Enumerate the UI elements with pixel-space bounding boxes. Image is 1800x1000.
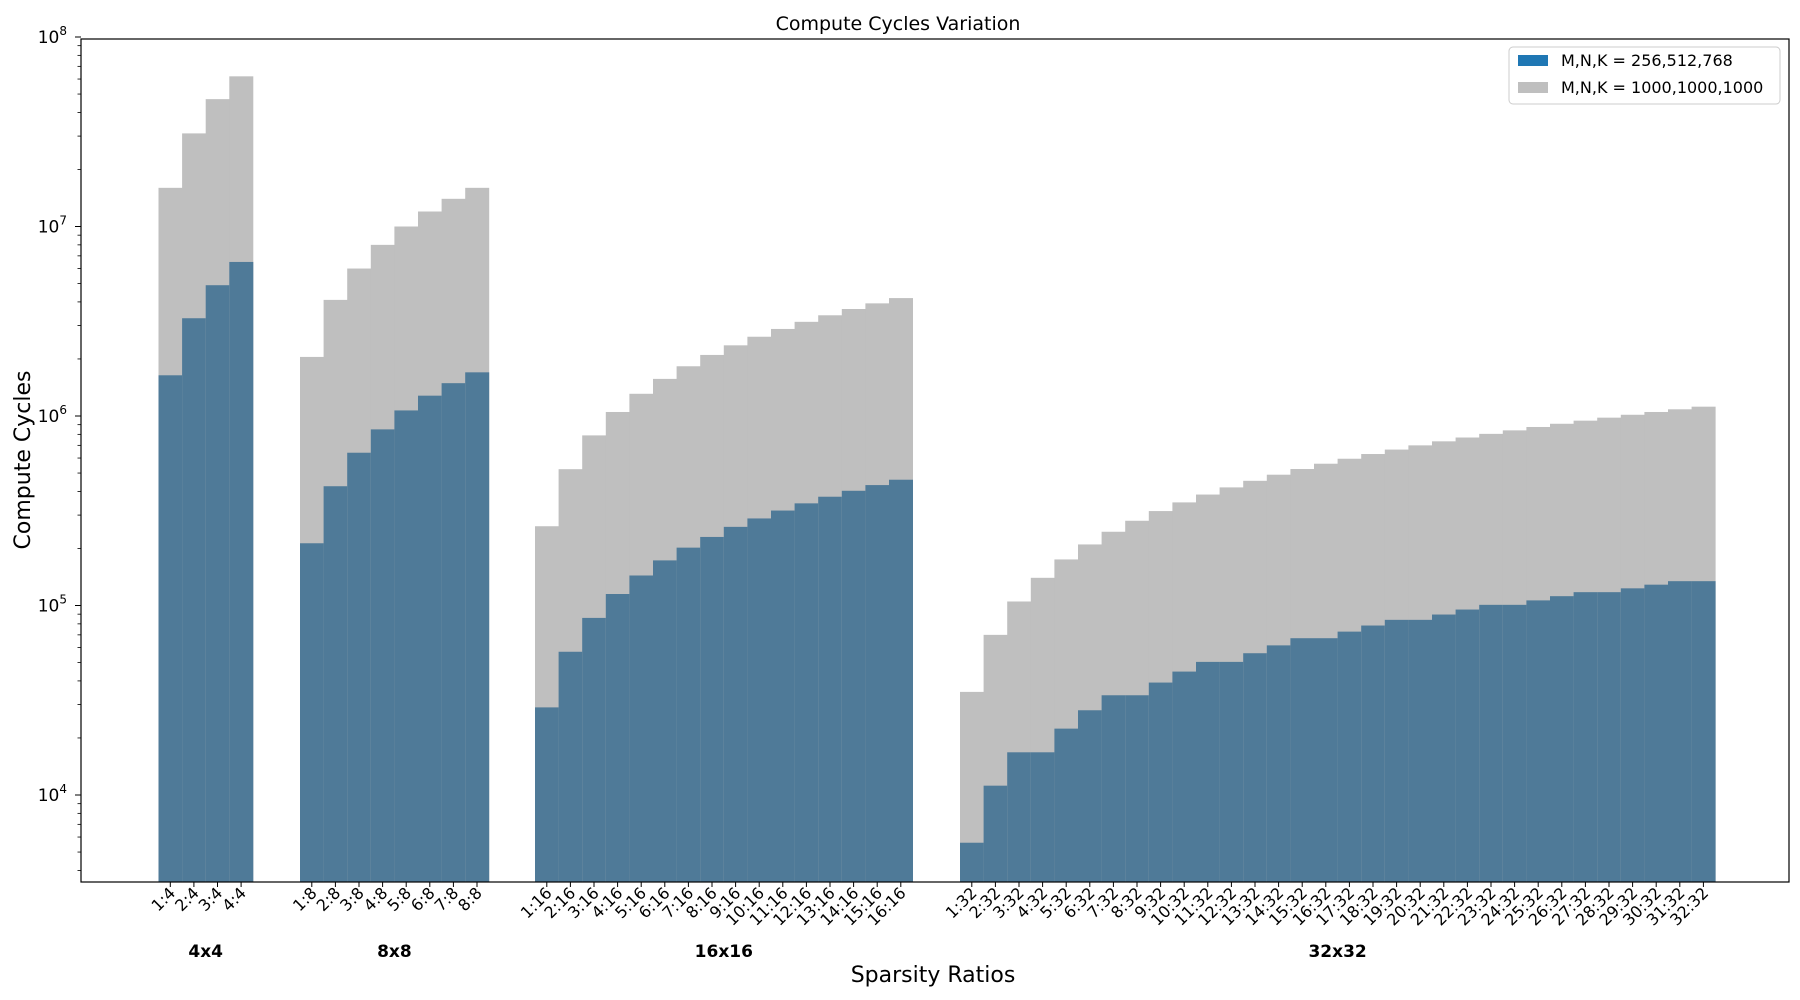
bar-256-512-768: [1573, 592, 1598, 882]
legend-swatch-series-2: [1518, 82, 1548, 93]
bar-256-512-768: [394, 410, 419, 882]
bar-256-512-768: [1384, 619, 1409, 882]
bar-256-512-768: [205, 285, 230, 883]
bar-256-512-768: [1455, 609, 1480, 882]
bar-256-512-768: [747, 518, 772, 882]
bar-256-512-768: [1125, 695, 1150, 882]
bar-256-512-768: [370, 429, 395, 882]
group-label: 8x8: [377, 942, 412, 962]
bar-256-512-768: [1337, 631, 1362, 882]
bar-256-512-768: [1290, 638, 1315, 882]
bar-256-512-768: [700, 536, 725, 882]
bar-256-512-768: [1266, 645, 1291, 882]
bar-256-512-768: [300, 543, 324, 882]
bar-256-512-768: [158, 375, 183, 882]
chart-title: Compute Cycles Variation: [776, 13, 1021, 35]
bar-256-512-768: [182, 318, 207, 882]
bar-256-512-768: [1054, 728, 1079, 882]
bar-256-512-768: [558, 651, 583, 882]
x-axis-label: Sparsity Ratios: [851, 963, 1016, 988]
y-tick-label: 108: [38, 24, 67, 48]
bars-layer: [158, 76, 1716, 883]
y-tick-label: 104: [38, 782, 67, 806]
bar-256-512-768: [441, 383, 466, 882]
group-label: 16x16: [695, 942, 753, 962]
bar-256-512-768: [794, 503, 819, 882]
bar-256-512-768: [1502, 604, 1527, 882]
bar-256-512-768: [960, 842, 984, 882]
bar-256-512-768: [1597, 592, 1622, 882]
bar-256-512-768: [1361, 625, 1386, 882]
bar-256-512-768: [229, 261, 254, 882]
bar-256-512-768: [1432, 614, 1456, 882]
bar-256-512-768: [818, 496, 843, 882]
bar-256-512-768: [1007, 752, 1032, 882]
bar-256-512-768: [582, 617, 607, 882]
y-axis-ticks: 104 105 106 107 108: [38, 24, 81, 871]
y-tick-label: 106: [38, 403, 67, 427]
group-label: 32x32: [1308, 942, 1366, 962]
bar-256-512-768: [1148, 682, 1173, 882]
bar-256-512-768: [1243, 653, 1268, 882]
bar-256-512-768: [1620, 588, 1645, 882]
bar-256-512-768: [1219, 661, 1244, 882]
bar-256-512-768: [605, 594, 630, 882]
bar-256-512-768: [653, 560, 677, 882]
bar-256-512-768: [771, 510, 795, 882]
bar-256-512-768: [629, 575, 654, 882]
bar-256-512-768: [889, 479, 913, 882]
bar-256-512-768: [1314, 638, 1338, 882]
x-tick-label: 8:8: [454, 883, 486, 915]
bar-256-512-768: [418, 395, 442, 882]
bar-256-512-768: [1172, 671, 1197, 882]
bar-256-512-768: [983, 785, 1008, 882]
bar-256-512-768: [347, 452, 372, 882]
bar-256-512-768: [1078, 710, 1102, 882]
bar-256-512-768: [323, 486, 348, 882]
bar-256-512-768: [1550, 596, 1574, 882]
bar-256-512-768: [676, 547, 701, 882]
plot-frame: [80, 38, 1790, 883]
bar-256-512-768: [1644, 584, 1669, 882]
bar-256-512-768: [1030, 752, 1055, 882]
bar-256-512-768: [1479, 604, 1504, 882]
y-tick-label: 105: [38, 593, 67, 617]
legend-swatch-series-1: [1518, 55, 1548, 66]
bar-256-512-768: [1408, 619, 1433, 882]
bar-256-512-768: [1196, 661, 1220, 882]
bar-256-512-768: [1101, 695, 1126, 882]
legend-label-series-1: M,N,K = 256,512,768: [1561, 51, 1733, 70]
x-axis-ticks: 1:42:43:44:4 1:82:83:84:85:86:87:88:8 1:16…: [147, 882, 1712, 929]
legend-label-series-2: M,N,K = 1000,1000,1000: [1561, 78, 1763, 97]
bar-256-512-768: [1526, 600, 1551, 882]
y-tick-label: 107: [38, 214, 67, 238]
bar-256-512-768: [535, 707, 559, 882]
bar-256-512-768: [465, 372, 490, 882]
group-label: 4x4: [188, 942, 223, 962]
bar-256-512-768: [1691, 581, 1716, 882]
y-axis-label: Compute Cycles: [11, 371, 36, 550]
legend: M,N,K = 256,512,768 M,N,K = 1000,1000,10…: [1508, 46, 1781, 105]
bar-256-512-768: [723, 526, 748, 882]
group-labels: 4x4 8x8 16x16 32x32: [188, 942, 1366, 962]
bar-256-512-768: [1668, 581, 1692, 882]
x-tick-label: 4:4: [218, 883, 250, 915]
bar-256-512-768: [865, 485, 890, 882]
bar-256-512-768: [841, 490, 866, 882]
legend-box: [1508, 46, 1781, 105]
